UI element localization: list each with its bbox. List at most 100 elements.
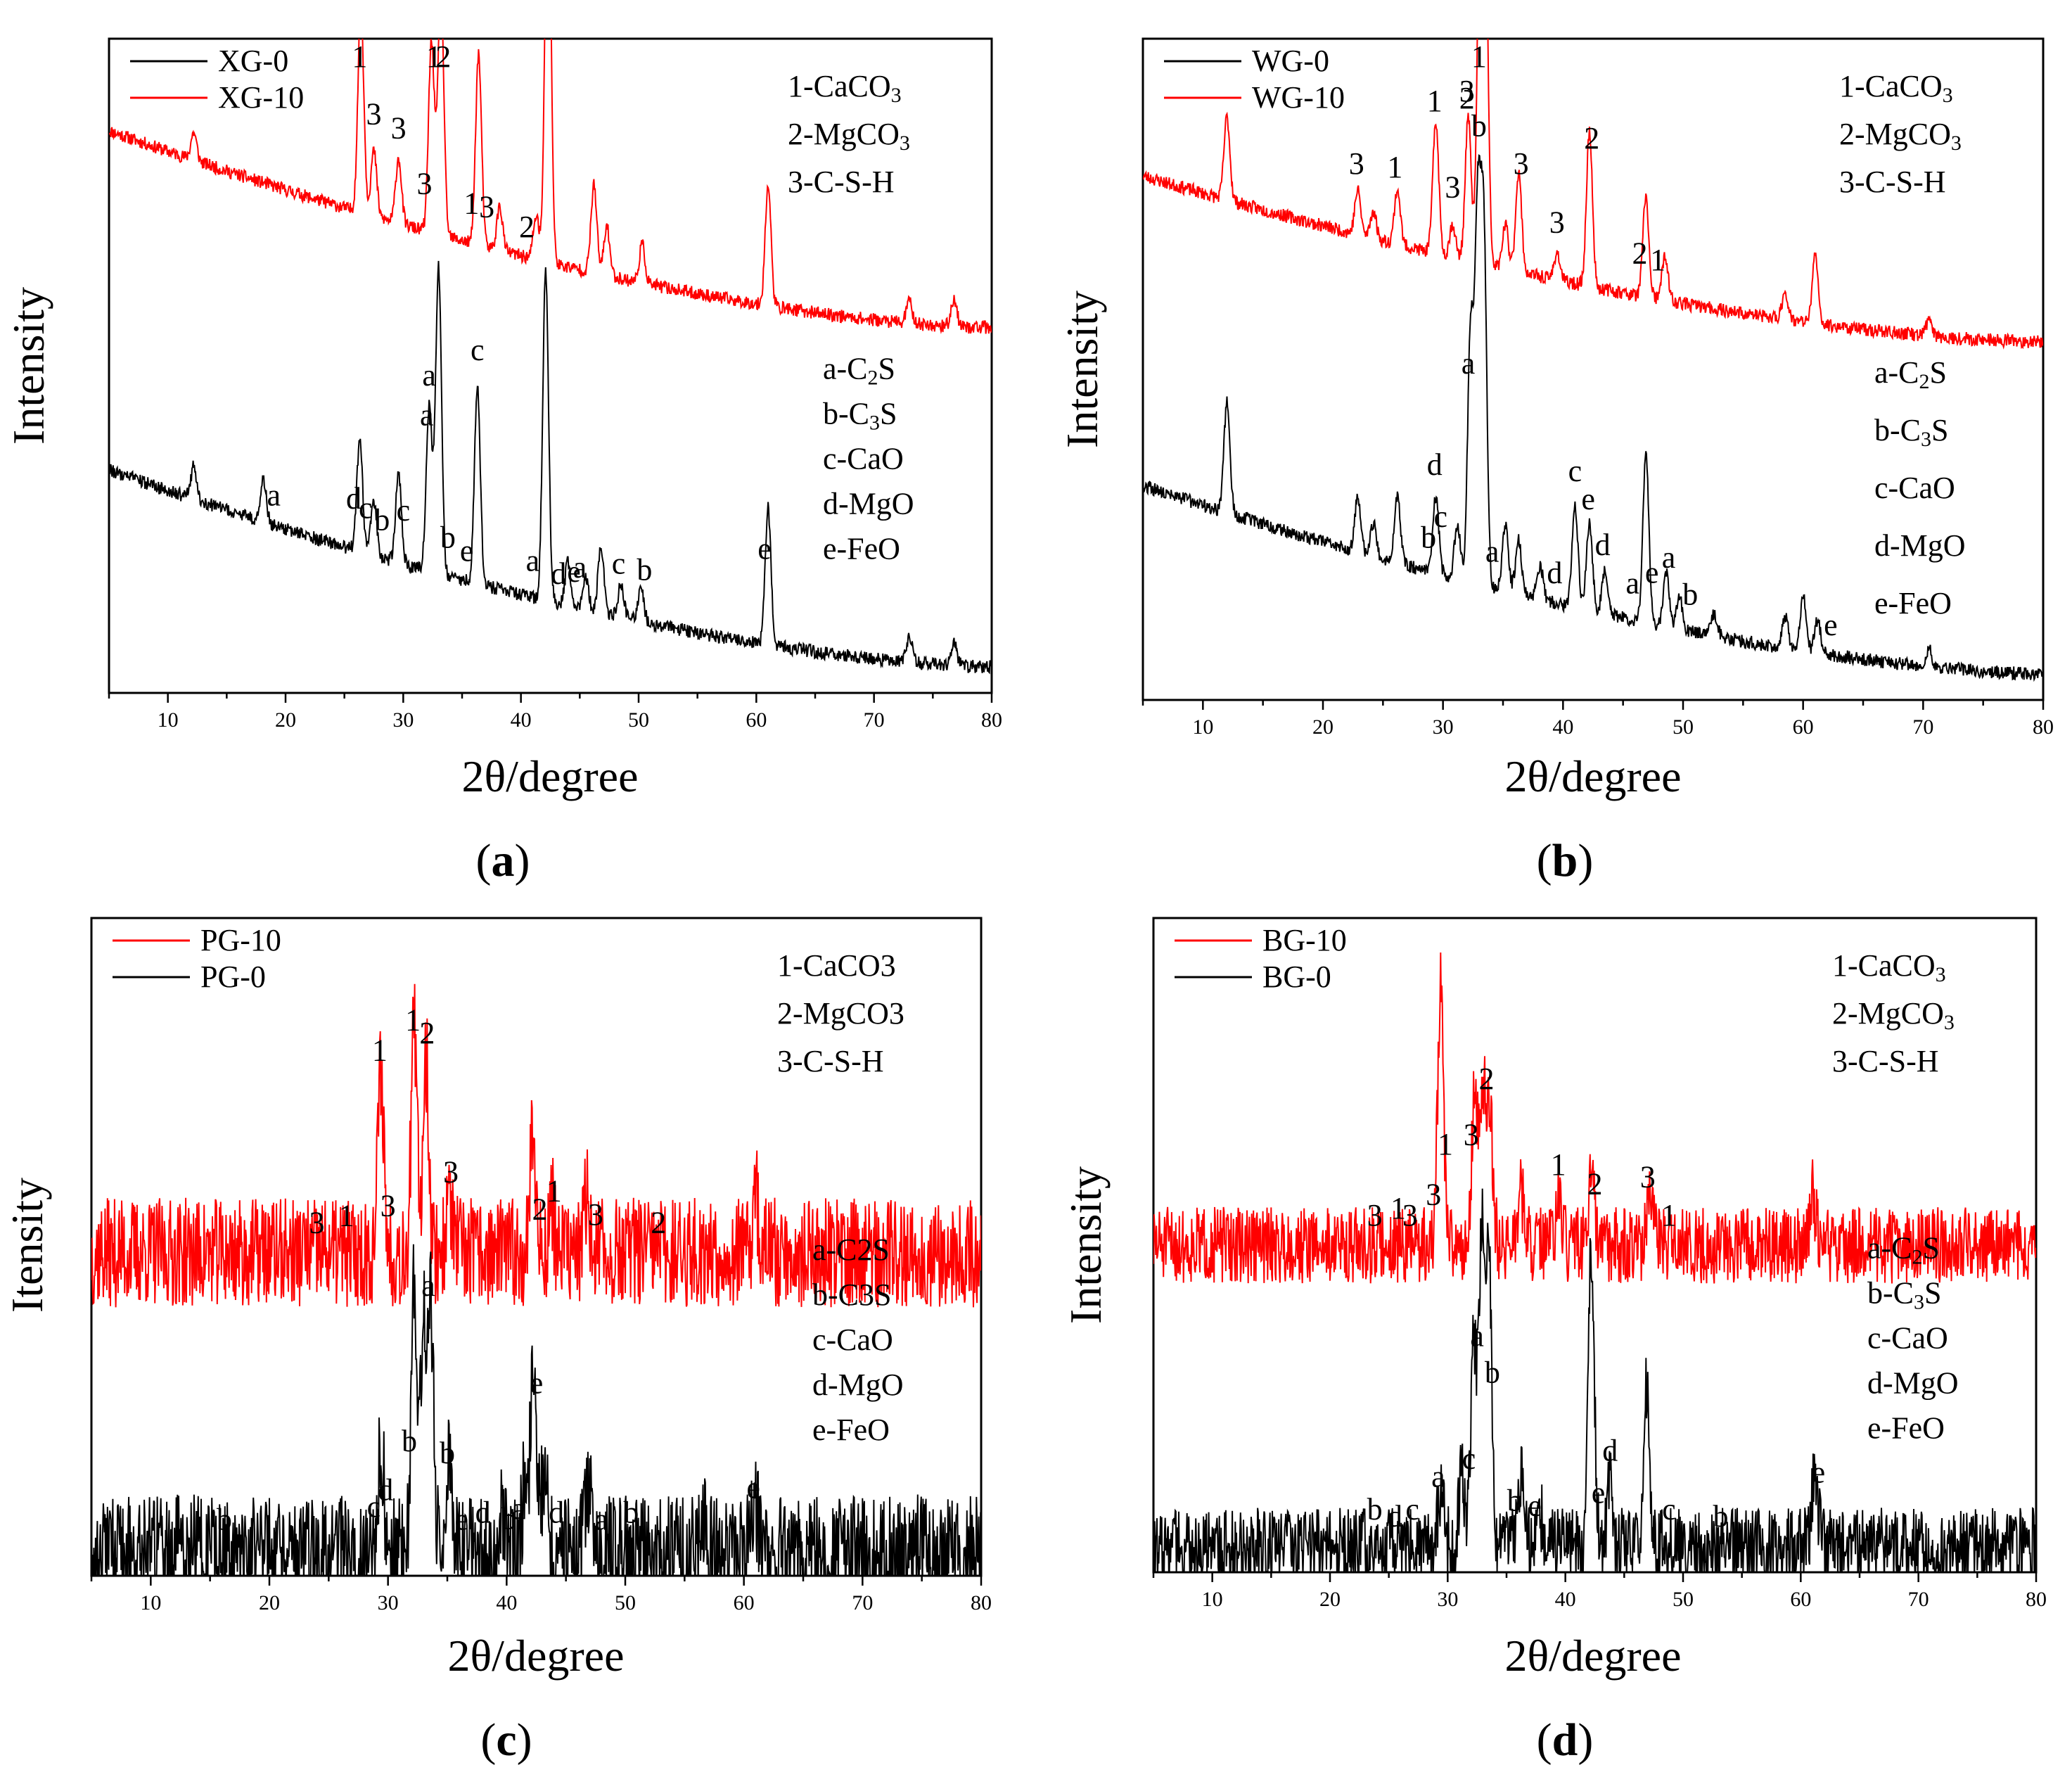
peak-label: 1 (463, 186, 479, 220)
phase-key-csh: 3-C-S-H (1832, 1044, 1939, 1078)
peak-label: 3 (416, 166, 432, 200)
peak-label: 1 (1390, 1191, 1406, 1225)
x-tick-label: 50 (628, 708, 649, 732)
peak-label: a (421, 1268, 435, 1303)
peak-label: c (359, 491, 373, 525)
phase-key-c2s: a-C2S (1874, 355, 1947, 393)
peak-label: 3 (1402, 1198, 1418, 1232)
peak-label: 1 (352, 39, 367, 74)
peak-label: 1 (426, 39, 442, 74)
peak-label: d (1602, 1434, 1618, 1468)
peak-label: e (757, 532, 772, 566)
phase-key-feo: e-FeO (823, 532, 900, 566)
peak-label: d (1387, 1499, 1402, 1534)
series-line-WG-10 (1143, 39, 2043, 350)
peak-label: a (595, 1503, 609, 1537)
peak-label: 3 (588, 1197, 603, 1232)
x-axis-title: 2θ/degree (1505, 1631, 1682, 1681)
x-axis-title: 2θ/degree (448, 1631, 625, 1681)
peak-label: 3 (1464, 1118, 1479, 1152)
x-tick-label: 80 (2033, 715, 2054, 739)
peak-label: c (612, 547, 626, 581)
phase-key-feo: e-FeO (812, 1413, 890, 1447)
peak-label: 1 (372, 1033, 388, 1068)
legend-entry: PG-10 (200, 923, 281, 957)
panel-label: (c) (480, 1714, 532, 1766)
peak-label: 2 (1479, 1062, 1495, 1096)
phase-key-mgco3: 2-MgCO3 (1839, 117, 1962, 155)
peak-label: a (526, 543, 540, 578)
peak-label: 2 (419, 1016, 435, 1050)
x-tick-label: 40 (1552, 715, 1573, 739)
peak-label: 1 (405, 1002, 421, 1037)
peak-label: b (440, 1436, 455, 1470)
peak-label: c (367, 1489, 381, 1524)
legend-entry: WG-10 (1252, 80, 1345, 115)
x-tick-label: 70 (852, 1591, 873, 1614)
panel-label: (a) (476, 835, 530, 886)
peak-label: b (1485, 1355, 1500, 1389)
x-tick-label: 10 (140, 1591, 161, 1614)
peak-label: 2 (1632, 236, 1648, 270)
panel-label: (d) (1537, 1714, 1594, 1766)
peak-label: 1 (1650, 243, 1665, 277)
peak-label: b (1507, 1484, 1523, 1518)
x-tick-label: 50 (615, 1591, 636, 1614)
peak-label: 2 (435, 39, 451, 74)
phase-key-csh: 3-C-S-H (1839, 165, 1946, 199)
peak-label: 3 (1349, 146, 1364, 181)
series-line-BG-0 (1153, 1188, 2036, 1572)
peak-label: b (1471, 109, 1487, 144)
peak-label: 3 (366, 96, 382, 131)
peak-label: a (573, 550, 587, 585)
x-tick-label: 40 (496, 1591, 517, 1614)
peak-label: 2 (651, 1206, 666, 1240)
plot-frame (1141, 37, 2045, 701)
peak-label: 3 (443, 1154, 459, 1189)
peak-label: d (378, 1472, 393, 1507)
peak-label: a (267, 478, 281, 513)
peak-label: 1 (1471, 39, 1487, 74)
peak-label: b (1682, 578, 1698, 612)
y-axis-title: Intensity (1061, 1166, 1111, 1324)
peak-label: 1 (339, 1199, 354, 1233)
phase-key-c3s: b-C3S (1867, 1276, 1941, 1314)
x-tick-label: 60 (734, 1591, 755, 1614)
peak-label: b (501, 1502, 517, 1536)
x-tick-label: 70 (1908, 1588, 1929, 1611)
phase-key-caco3: 1-CaCO3 (788, 69, 902, 107)
legend-entry: XG-0 (218, 44, 288, 78)
phase-key-mgo: d-MgO (1867, 1366, 1959, 1401)
peak-label: 1 (546, 1173, 562, 1208)
x-tick-label: 30 (1433, 715, 1454, 739)
peak-label: 1 (1387, 150, 1402, 184)
peak-label: c (397, 493, 411, 528)
peak-label: 2 (1587, 1166, 1603, 1201)
peak-label: 2 (1459, 81, 1475, 115)
peak-label: d (475, 1496, 491, 1530)
peak-label: d (1595, 528, 1611, 562)
phase-key-csh: 3-C-S-H (788, 165, 895, 199)
peak-label: c (1568, 454, 1582, 488)
plot-frame (108, 37, 993, 694)
peak-label: 3 (1445, 170, 1460, 205)
x-tick-label: 70 (864, 708, 885, 732)
peak-label: 3 (479, 189, 494, 224)
phase-key-c2s: a-C2S (823, 352, 895, 390)
x-tick-label: 60 (1793, 715, 1814, 739)
peak-label: c (1405, 1492, 1419, 1527)
phase-key-c3s: b-C3S (823, 397, 897, 435)
y-axis-title: Intensity (4, 287, 53, 445)
phase-key-c2s: a-C2S (1867, 1231, 1940, 1269)
peak-label: e (530, 1366, 544, 1401)
peak-label: b (440, 521, 456, 555)
peak-label: e (460, 534, 474, 568)
legend-entry: WG-0 (1252, 44, 1329, 78)
legend-entry: PG-0 (200, 960, 266, 994)
peak-label: b (374, 503, 390, 537)
peak-label: a (1626, 566, 1640, 600)
peak-label: c (1462, 1441, 1476, 1476)
x-tick-label: 30 (378, 1591, 399, 1614)
